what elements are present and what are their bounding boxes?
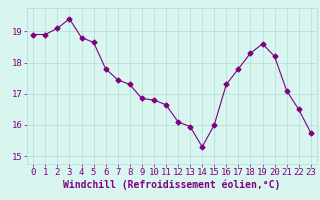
X-axis label: Windchill (Refroidissement éolien,°C): Windchill (Refroidissement éolien,°C) bbox=[63, 180, 281, 190]
